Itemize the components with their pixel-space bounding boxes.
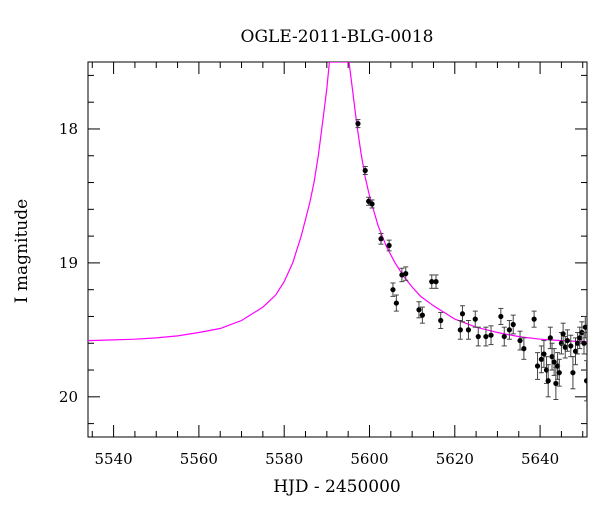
data-point [465, 327, 472, 333]
data-point [506, 327, 512, 333]
data-point [545, 378, 551, 384]
x-tick-label: 5640 [521, 450, 559, 468]
data-point [583, 378, 587, 384]
data-point [378, 236, 384, 242]
data-point [510, 321, 516, 328]
data-point [419, 312, 425, 318]
data-point [459, 311, 466, 317]
data-point [521, 346, 527, 352]
data-point [501, 333, 507, 340]
data-point [390, 287, 396, 293]
x-tick-label: 5600 [350, 450, 388, 468]
data-point [403, 271, 409, 277]
data-point [416, 307, 422, 313]
data-point [541, 351, 547, 357]
data-point [433, 279, 439, 285]
data-point [475, 333, 481, 340]
x-tick-label: 5560 [180, 450, 218, 468]
data-point [472, 316, 478, 322]
plot-area: 5540 5560 5580 5600 5620 5640 18 19 20 [59, 61, 588, 468]
data-point [498, 313, 504, 320]
data-point [531, 316, 537, 322]
data-point [517, 337, 523, 344]
x-tick-label: 5540 [94, 450, 132, 468]
data-point [551, 359, 557, 365]
y-tick-label: 18 [59, 120, 78, 138]
y-tick-label: 19 [59, 254, 78, 272]
x-tick-label: 5580 [265, 450, 303, 468]
data-point [547, 335, 553, 341]
chart-title: OGLE-2011-BLG-0018 [241, 27, 434, 47]
plot-frame [87, 61, 588, 438]
data-point [562, 344, 568, 350]
data-point [457, 327, 463, 333]
data-point [556, 370, 562, 376]
data-point [560, 331, 566, 337]
x-axis-label: HJD - 2450000 [273, 477, 401, 497]
data-point [362, 167, 368, 174]
data-point [534, 363, 541, 369]
data-point [572, 348, 579, 354]
data-point [355, 121, 361, 127]
data-point [581, 340, 587, 346]
model-curve [88, 62, 587, 343]
data-point [438, 317, 444, 324]
data-point [483, 333, 489, 340]
data-point [577, 335, 583, 341]
data-point [369, 201, 375, 207]
y-axis-label: I magnitude [12, 199, 32, 303]
data-point [564, 337, 570, 344]
y-tick-label: 20 [59, 388, 78, 406]
data-point [386, 242, 392, 249]
data-point [538, 356, 544, 362]
x-tick-label: 5620 [436, 450, 474, 468]
data-point [575, 340, 581, 346]
data-point [429, 279, 435, 285]
data-point [582, 324, 587, 330]
data-point [393, 300, 399, 306]
data-point [553, 380, 559, 387]
data-point [549, 354, 555, 360]
data-point [488, 332, 494, 338]
data-point [568, 343, 574, 349]
data-point [570, 370, 576, 376]
